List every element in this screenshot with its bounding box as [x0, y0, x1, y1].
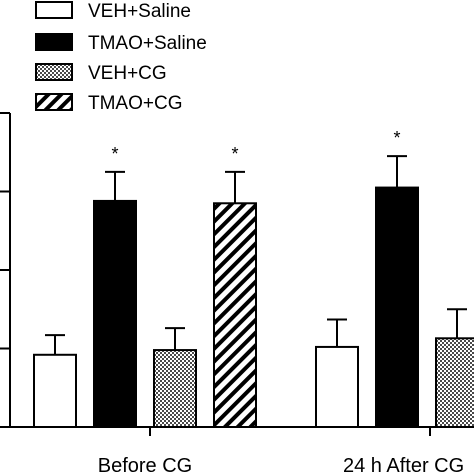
- x-tick-label-1: 24 h After CG: [343, 455, 464, 474]
- axis-labels: Before CG 24 h After CG: [98, 455, 464, 474]
- bar-0-2: [153, 349, 197, 429]
- bar-1-2: [435, 337, 474, 429]
- legend-swatch-1: [35, 1, 73, 19]
- legend-swatch-2: [35, 33, 73, 51]
- bar-0-1: [93, 199, 137, 428]
- legend-label-2: TMAO+Saline: [88, 33, 207, 54]
- bars: * * *: [33, 128, 474, 429]
- significance-marker-1-1: *: [393, 128, 400, 148]
- legend-swatch-4: [35, 93, 73, 111]
- significance-marker-0-1: *: [111, 144, 118, 164]
- legend: VEH+Saline TMAO+Saline VEH+CG TMAO+CG: [35, 1, 207, 114]
- bar-1-0: [315, 345, 359, 428]
- bar-0-3: [213, 202, 257, 428]
- legend-label-1: VEH+Saline: [88, 1, 191, 22]
- legend-label-3: VEH+CG: [88, 63, 167, 84]
- bar-0-0: [33, 353, 77, 428]
- bar-1-1: [375, 186, 419, 428]
- legend-swatch-3: [35, 63, 73, 81]
- significance-marker-0-3: *: [231, 144, 238, 164]
- legend-label-4: TMAO+CG: [88, 93, 182, 114]
- x-tick-label-0: Before CG: [98, 455, 192, 474]
